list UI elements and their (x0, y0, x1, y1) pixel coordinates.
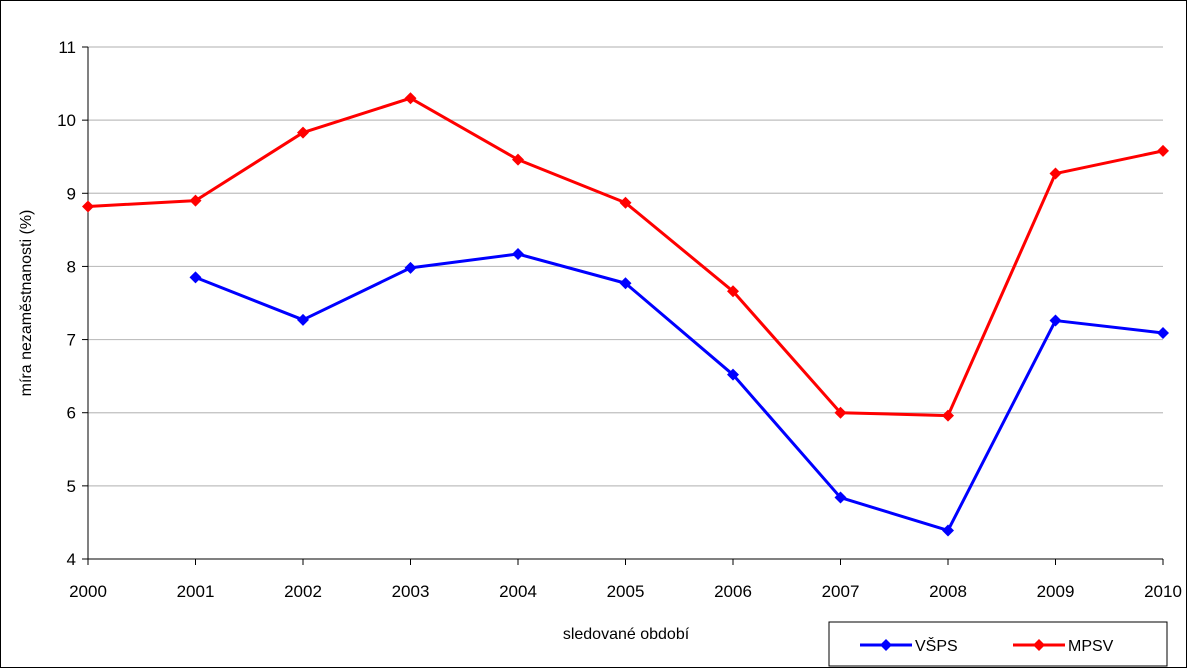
y-tick-label: 4 (67, 550, 76, 569)
data-point (1049, 167, 1062, 180)
x-tick-label: 2006 (714, 582, 752, 601)
x-tick-label: 2004 (499, 582, 537, 601)
x-tick-label: 2007 (822, 582, 860, 601)
data-point (619, 277, 632, 290)
legend-label-mpsv: MPSV (1068, 638, 1114, 655)
x-axis-title: sledované období (563, 626, 690, 643)
legend-marker-mpsv (1033, 639, 1045, 651)
data-point (834, 406, 847, 419)
x-tick-label: 2003 (392, 582, 430, 601)
y-tick-label: 11 (58, 38, 76, 57)
data-point (512, 247, 524, 260)
data-point (619, 196, 632, 209)
series-mpsv (82, 92, 1169, 422)
series (82, 92, 1169, 537)
series-line (194, 252, 1164, 532)
x-tick-labels: 2000 2001 2002 2003 2004 2005 2006 2007 2008 2009… (69, 582, 1182, 601)
x-tick-label: 2005 (607, 582, 645, 601)
y-tick-label: 8 (67, 257, 76, 276)
x-tick-label: 2010 (1144, 582, 1182, 601)
data-point (82, 200, 94, 213)
y-tick-labels: 4 5 6 7 8 9 10 11 (57, 38, 76, 569)
legend-item-mpsv: MPSV (1013, 638, 1114, 655)
data-point (942, 409, 954, 422)
data-point (297, 313, 309, 326)
data-point (404, 261, 417, 274)
y-tick-label: 7 (67, 331, 76, 350)
series-vsps (189, 247, 1169, 537)
data-point (942, 524, 954, 537)
x-tick-label: 2002 (284, 582, 322, 601)
data-point (834, 491, 847, 504)
x-tick-label: 2009 (1037, 582, 1075, 601)
data-point (1049, 314, 1062, 327)
y-tick-label: 5 (67, 477, 76, 496)
data-point (297, 126, 309, 139)
grid-lines (88, 46, 1163, 487)
x-tick-label: 2008 (929, 582, 967, 601)
y-axis-title: míra nezaměstnanosti (%) (18, 210, 35, 397)
x-tick-label: 2000 (69, 582, 107, 601)
data-point (189, 271, 202, 284)
data-point (512, 153, 524, 166)
axes (82, 46, 1164, 565)
data-point (1157, 144, 1169, 157)
y-tick-label: 10 (57, 111, 76, 130)
legend: VŠPS MPSV (828, 621, 1168, 667)
x-tick-label: 2001 (177, 582, 215, 601)
series-line (87, 96, 1164, 418)
data-point (1157, 326, 1169, 339)
legend-marker-vsps (880, 639, 892, 651)
y-tick-label: 9 (67, 184, 76, 203)
data-point (189, 194, 202, 207)
data-point (404, 92, 417, 105)
data-point (727, 368, 739, 381)
legend-item-vsps: VŠPS (860, 636, 958, 655)
y-tick-label: 6 (67, 404, 76, 423)
legend-label-vsps: VŠPS (915, 636, 958, 655)
data-point (727, 285, 739, 298)
